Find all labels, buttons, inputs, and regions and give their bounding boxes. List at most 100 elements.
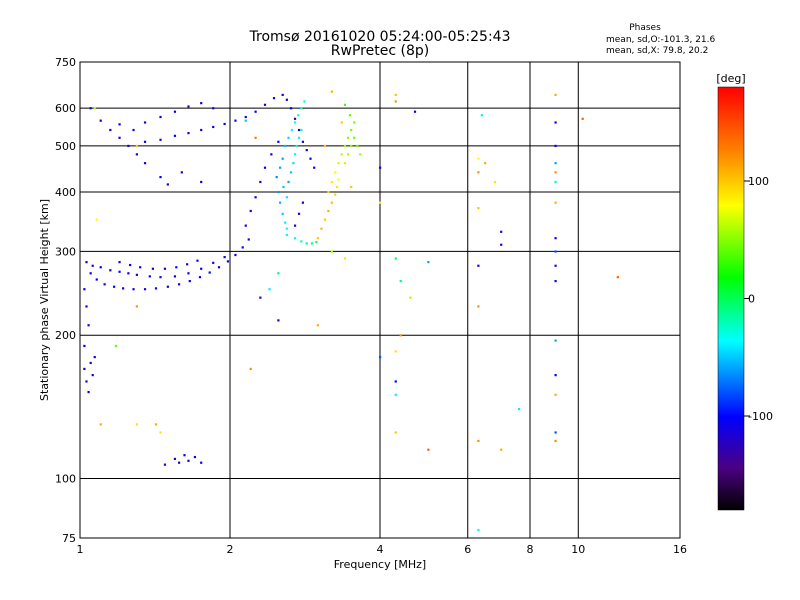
data-point [379,166,382,169]
data-point [132,128,135,132]
data-point [346,153,350,156]
data-point [293,121,297,124]
data-point [277,319,280,322]
data-point [334,193,337,196]
y-tick-label: 200 [55,329,76,342]
data-point [409,296,412,299]
data-point [114,344,118,348]
y-tick-label: 750 [55,56,76,69]
data-point [263,103,267,106]
data-point [85,380,88,383]
data-point [143,121,147,124]
plot-frame [79,61,681,539]
data-point [477,264,480,267]
phase-stats-o: mean, sd,O:-101.3, 21.6 [606,35,716,45]
data-point [198,276,202,279]
data-point [99,266,102,269]
data-point [297,128,301,132]
data-point [310,242,314,245]
data-point [394,380,397,383]
data-point [309,157,312,160]
y-tick-label: 75 [62,532,76,545]
data-point [343,257,347,260]
data-point [394,100,397,103]
data-point [327,209,330,213]
x-axis-ticks: 1 2 4 6 8 10 16 [77,543,688,556]
data-point [143,162,147,165]
data-point [336,185,339,189]
data-point [427,261,430,264]
data-point [200,267,203,270]
data-point [500,230,503,233]
data-point [93,107,96,110]
data-point [270,153,273,156]
data-point [122,287,125,290]
data-point [477,171,480,174]
data-point [159,138,162,141]
data-point [173,110,177,113]
data-point [350,185,353,189]
data-point [285,233,288,237]
data-point [268,288,271,291]
data-point [196,259,199,262]
data-point [323,218,327,221]
data-point [290,128,293,132]
data-point [247,238,250,241]
data-point [148,275,151,278]
data-point [295,144,298,148]
data-point [254,196,257,199]
data-point [379,356,382,359]
data-point [177,283,181,286]
data-point [200,461,203,464]
data-point [500,243,503,246]
data-point [139,266,142,269]
data-point [554,237,557,240]
data-point [554,201,557,204]
data-point [477,528,480,532]
data-point [95,278,98,281]
data-point [244,115,247,119]
data-point [281,93,284,96]
data-point [281,157,284,160]
data-point [93,356,96,359]
data-point [118,136,121,139]
x-tick-label: 8 [527,543,534,556]
data-point [135,273,138,276]
phase-stats-x: mean, sd,X: 79.8, 20.2 [606,46,708,56]
data-point [159,175,162,179]
data-point [135,305,138,308]
chart-subtitle: RwPretec (8p) [331,43,429,59]
data-point [208,271,211,274]
data-point [293,153,297,156]
data-point [301,140,305,143]
data-point [234,253,237,257]
data-point [187,272,190,275]
colorbar-tick-label: 100 [748,175,769,188]
colorbar-tick-label: 0 [748,293,755,306]
data-point [118,261,121,264]
y-tick-label: 500 [55,140,76,153]
y-axis-ticks: 75 100 200 300 400 500 600 750 [55,56,76,545]
data-point [186,263,189,266]
data-point [173,134,177,137]
data-point [91,264,94,267]
data-point [159,276,162,279]
data-point [554,393,557,396]
data-point [315,240,318,244]
data-point [337,178,340,181]
data-point [554,171,557,174]
data-point [293,237,297,240]
data-point [85,261,88,264]
data-point [554,144,557,148]
data-point [223,122,226,126]
data-point [287,180,290,184]
data-point [477,157,480,160]
data-point [343,162,347,165]
data-point [554,339,557,342]
data-point [87,324,90,327]
data-point [305,148,308,152]
data-point [175,266,178,269]
data-point [127,272,130,275]
x-tick-label: 16 [673,543,687,556]
data-point [91,374,94,377]
